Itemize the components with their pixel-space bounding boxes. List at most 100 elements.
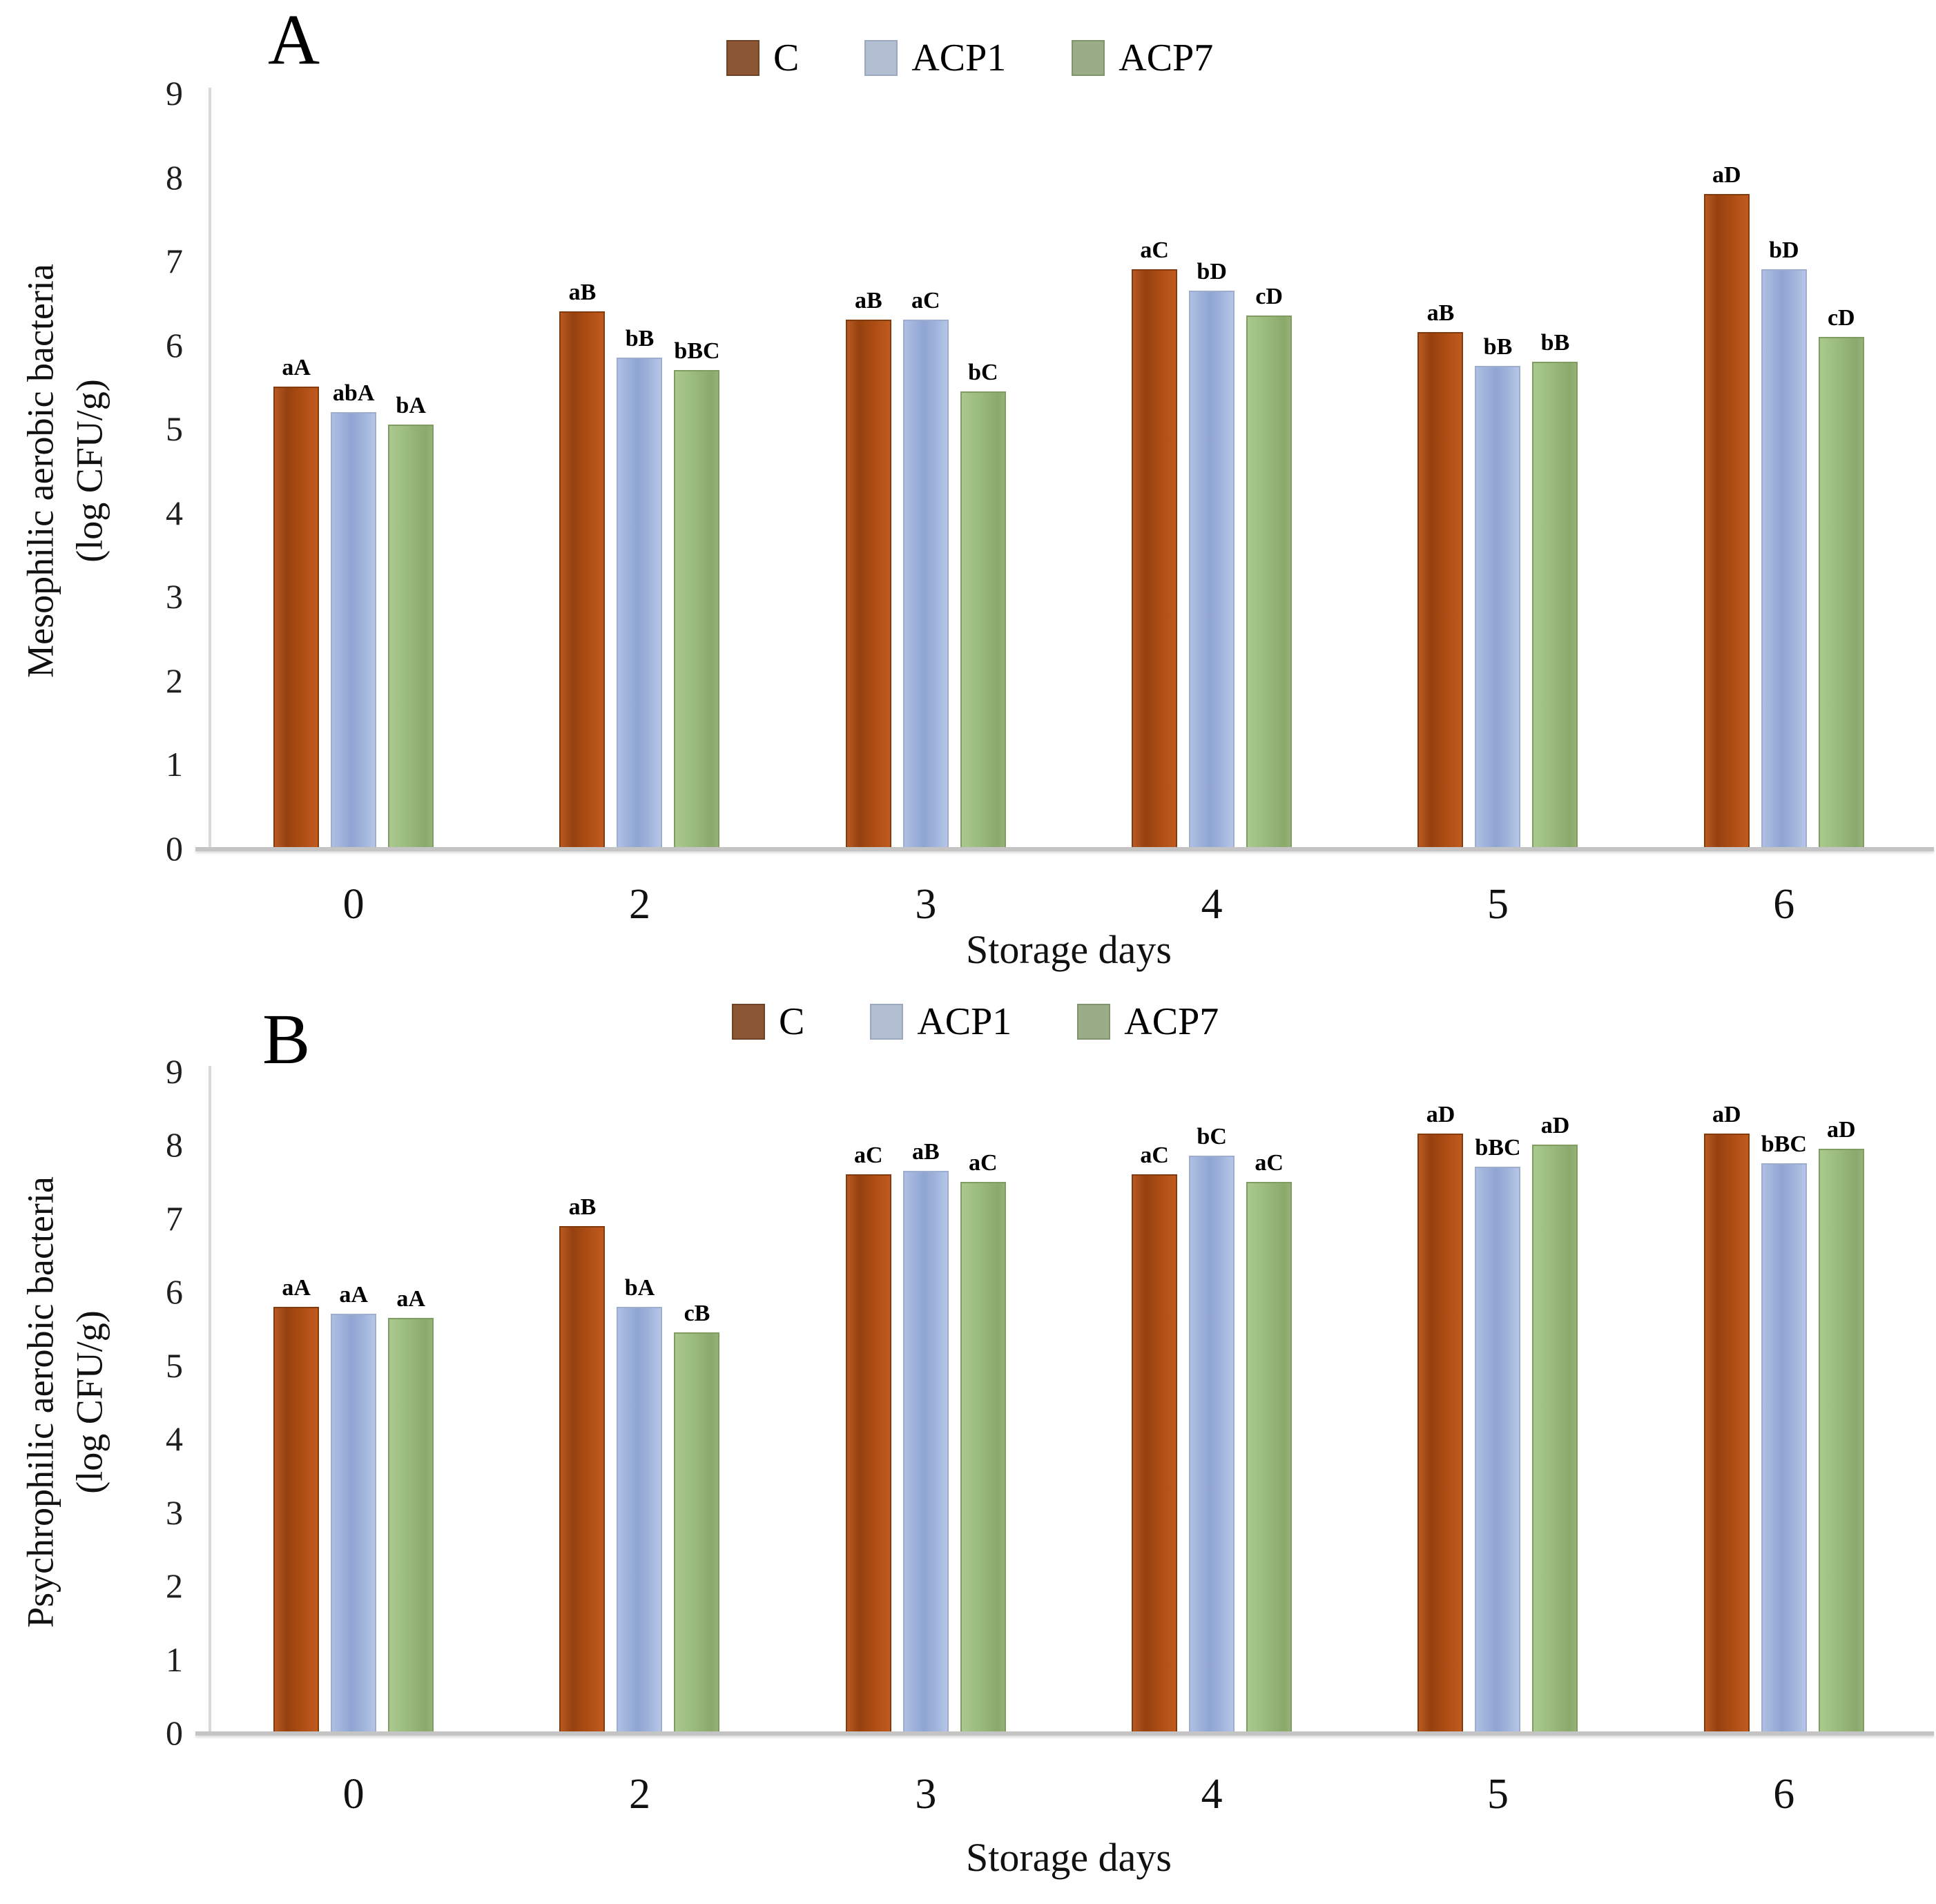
bar-ACP7-day-6: aD xyxy=(1818,1118,1864,1733)
legend-label: ACP1 xyxy=(917,1000,1012,1043)
x-tick-labels-A: 0 2 3 4 5 6 xyxy=(211,883,1927,926)
y-axis-title-line1-B: Psychrophilic aerobic bacteria xyxy=(19,1176,61,1628)
bar-significance-label: aC xyxy=(1140,237,1169,264)
legend-swatch-icon xyxy=(1072,40,1105,76)
x-tick-label-B-0: 0 xyxy=(342,1771,365,1818)
bar-significance-label: aC xyxy=(1255,1149,1284,1176)
bar-ACP1-day-5: bB xyxy=(1475,336,1521,848)
bar-ACP7-day-0: bA xyxy=(388,394,434,848)
y-tick-label-A-3: 3 xyxy=(166,577,183,616)
x-tick-label-A-3: 3 xyxy=(915,881,937,928)
y-tick-label-A-1: 1 xyxy=(166,745,183,784)
bar-group-day-0: aA abA bA xyxy=(211,93,496,848)
legend-label: ACP7 xyxy=(1119,37,1214,79)
bar-significance-label: bBC xyxy=(674,338,720,365)
bar-ACP7-day-0: aA xyxy=(388,1287,434,1733)
bar-significance-label: aA xyxy=(282,355,311,381)
panel-A: A C ACP1 ACP7 Mesophilic aerobic bacteria … xyxy=(20,0,1934,970)
legend-swatch-icon xyxy=(726,40,759,76)
bar-groups-A: aA abA bA aB bB bBC aB aC bC aC bD cD aB bB bB aD bD cD xyxy=(211,93,1927,848)
bar-significance-label: aD xyxy=(1540,1113,1570,1139)
bar-ACP1-day-3: aC xyxy=(902,289,949,848)
bar-ACP7-day-4: cD xyxy=(1246,285,1293,848)
bar-significance-label: bA xyxy=(396,393,426,419)
legend-item-C: C xyxy=(732,1002,804,1041)
y-tick-label-B-8: 8 xyxy=(166,1125,183,1165)
x-tick-label-A-2: 2 xyxy=(628,881,650,928)
y-tick-label-B-2: 2 xyxy=(166,1566,183,1606)
bar-significance-label: aA xyxy=(396,1285,425,1312)
bar-significance-label: aC xyxy=(854,1143,883,1169)
y-tick-label-B-3: 3 xyxy=(166,1493,183,1532)
bar-ACP7-day-6: cD xyxy=(1818,306,1864,848)
bar-significance-label: aB xyxy=(568,280,597,306)
y-tick-label-B-4: 4 xyxy=(166,1419,183,1459)
bar-ACP7-day-5: bB xyxy=(1532,331,1578,848)
y-tick-label-B-7: 7 xyxy=(166,1198,183,1238)
bar-group-day-2: aB bB bBC xyxy=(496,93,782,848)
bar-ACP1-day-4: bD xyxy=(1189,260,1235,848)
x-tick-label-A-6: 6 xyxy=(1773,881,1795,928)
bar-significance-label: cD xyxy=(1827,304,1855,331)
bar-ACP7-day-5: aD xyxy=(1532,1114,1578,1733)
bar-group-day-4: aC bD cD xyxy=(1069,93,1355,848)
bar-group-day-5: aB bB bB xyxy=(1355,93,1640,848)
panel-letter-B: B xyxy=(262,1000,311,1079)
y-tick-labels-B: 0 1 2 3 4 5 6 7 8 9 xyxy=(93,1053,183,1751)
y-tick-label-B-6: 6 xyxy=(166,1272,183,1312)
bar-significance-label: aB xyxy=(854,288,882,314)
bar-C-day-4: aC xyxy=(1132,239,1178,848)
bar-significance-label: bD xyxy=(1769,237,1799,264)
x-axis-line-B xyxy=(195,1731,1934,1736)
y-tick-label-B-0: 0 xyxy=(166,1713,183,1752)
bar-ACP1-day-3: aB xyxy=(902,1140,949,1733)
legend-B: C ACP1 ACP7 xyxy=(732,1002,1219,1041)
bar-group-day-6: aD bD cD xyxy=(1641,93,1927,848)
y-tick-label-A-4: 4 xyxy=(166,493,183,532)
bar-significance-label: bC xyxy=(1197,1124,1227,1150)
bar-group-day-2: aB bA cB xyxy=(496,1071,782,1733)
bar-significance-label: aC xyxy=(969,1149,998,1176)
x-axis-line-A xyxy=(195,847,1934,851)
bar-ACP7-day-2: cB xyxy=(674,1301,720,1733)
y-tick-label-A-8: 8 xyxy=(166,157,183,197)
x-tick-label-A-5: 5 xyxy=(1487,881,1509,928)
bar-significance-label: aD xyxy=(1426,1102,1455,1128)
panel-B: B C ACP1 ACP7 Psychrophilic aerobic bacter… xyxy=(0,994,1936,1904)
y-tick-label-A-7: 7 xyxy=(166,242,183,281)
bar-C-day-5: aB xyxy=(1417,302,1464,848)
bar-C-day-3: aB xyxy=(845,289,891,848)
plot-area-B: 0 1 2 3 4 5 6 7 8 9 aA aA aA aB bA cB aC aB aC aC bC aC aD bBC… xyxy=(166,1053,1934,1878)
bar-significance-label: aA xyxy=(282,1274,311,1301)
bar-ACP1-day-0: abA xyxy=(331,381,377,848)
legend-label: C xyxy=(773,37,800,79)
bar-significance-label: bD xyxy=(1197,258,1227,284)
bar-ACP7-day-2: bBC xyxy=(674,340,720,848)
bar-C-day-6: aD xyxy=(1703,163,1750,848)
bar-group-day-6: aD bBC aD xyxy=(1641,1071,1927,1733)
bar-significance-label: bB xyxy=(625,325,655,351)
bar-significance-label: cD xyxy=(1255,284,1283,310)
panel-letter-A: A xyxy=(268,0,320,79)
bar-significance-label: aA xyxy=(339,1282,368,1308)
bar-group-day-3: aC aB aC xyxy=(783,1071,1069,1733)
bar-ACP1-day-0: aA xyxy=(331,1283,377,1733)
bar-significance-label: aD xyxy=(1712,162,1741,188)
bar-C-day-4: aC xyxy=(1132,1144,1178,1733)
y-axis-line-B xyxy=(209,1066,211,1733)
bar-significance-label: aD xyxy=(1712,1102,1741,1128)
legend-item-ACP1: ACP1 xyxy=(870,1002,1011,1041)
legend-item-ACP7: ACP7 xyxy=(1077,1002,1219,1041)
y-tick-label-B-1: 1 xyxy=(166,1640,183,1679)
y-tick-label-A-6: 6 xyxy=(166,325,183,365)
bar-ACP7-day-3: aC xyxy=(960,1151,1006,1733)
bar-ACP7-day-4: aC xyxy=(1246,1151,1293,1733)
legend-swatch-icon xyxy=(864,40,898,76)
bar-significance-label: bB xyxy=(1483,334,1513,360)
bar-group-day-3: aB aC bC xyxy=(783,93,1069,848)
bar-significance-label: aB xyxy=(568,1194,597,1220)
bar-group-day-5: aD bBC aD xyxy=(1355,1071,1640,1733)
legend-item-ACP1: ACP1 xyxy=(864,39,1006,77)
bar-group-day-4: aC bC aC xyxy=(1069,1071,1355,1733)
bar-C-day-5: aD xyxy=(1417,1103,1464,1733)
